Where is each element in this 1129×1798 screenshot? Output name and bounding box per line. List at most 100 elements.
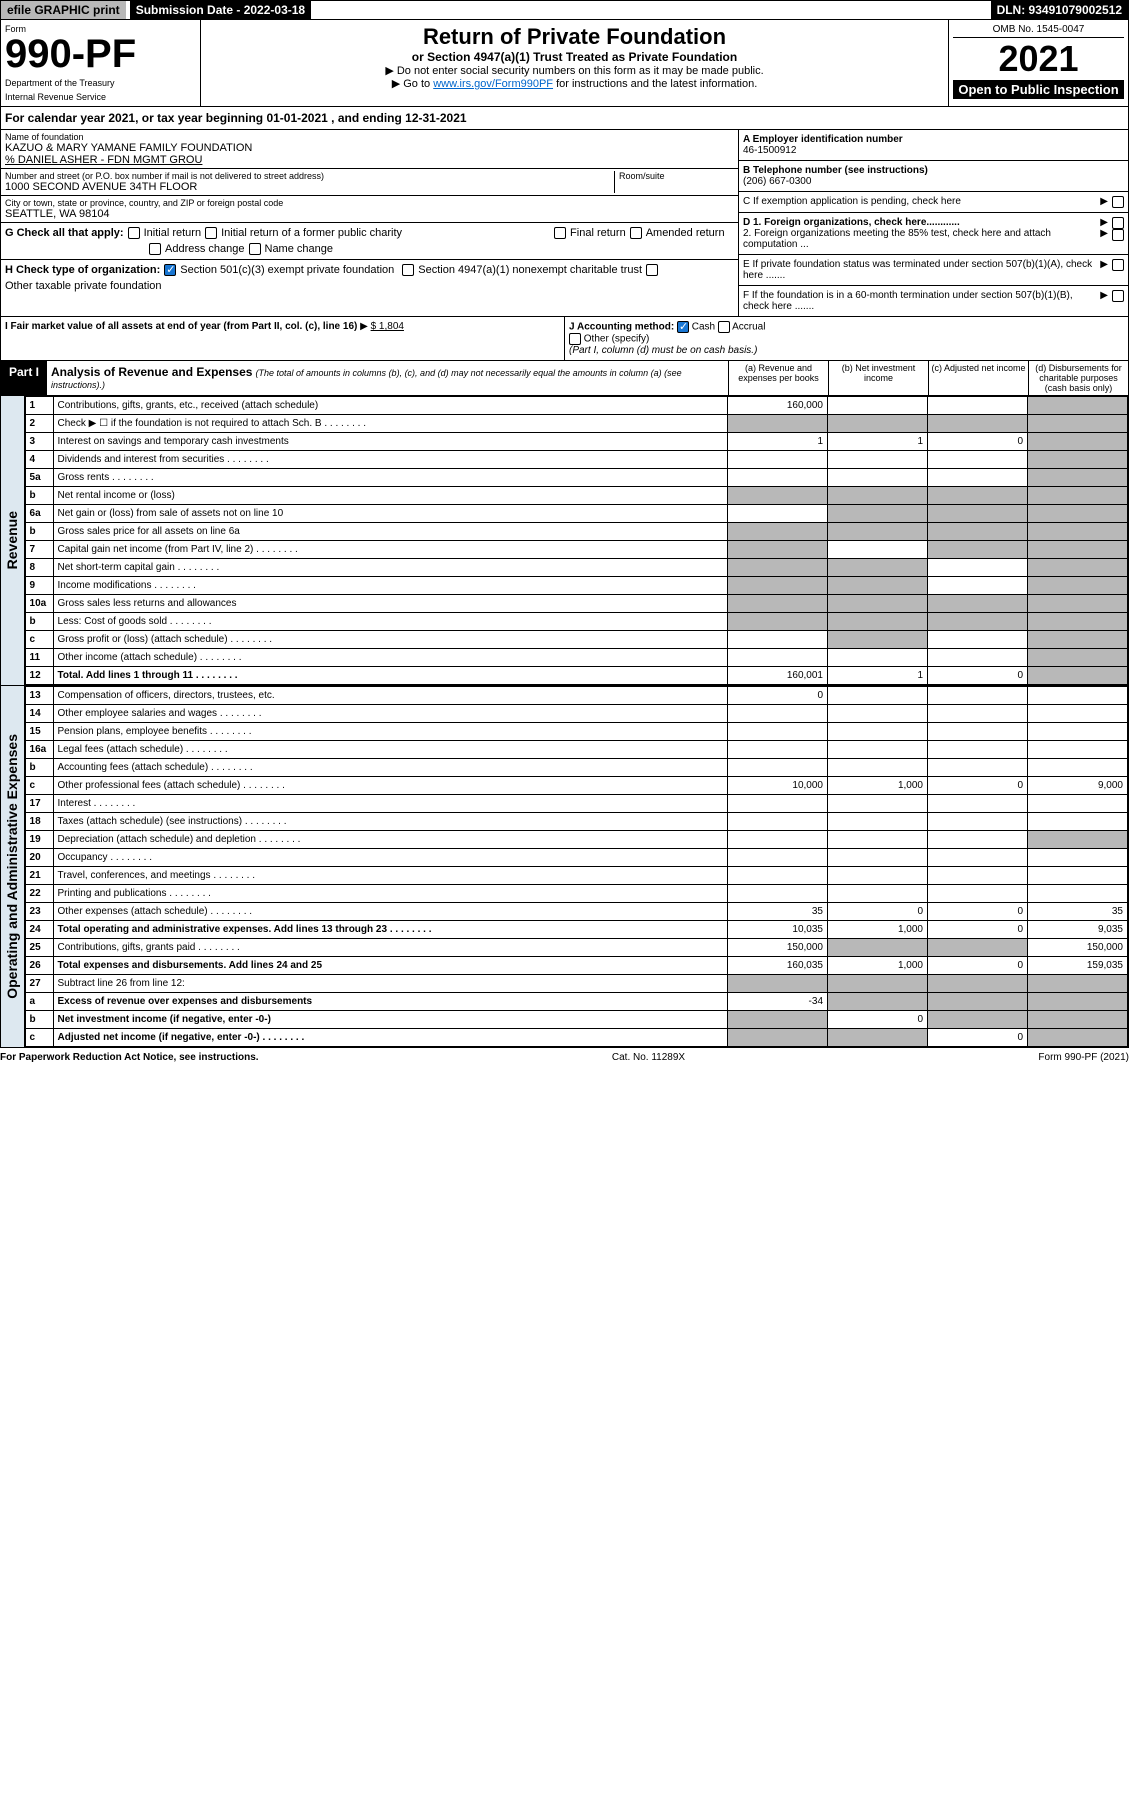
cell-b: 1,000 [828, 957, 928, 975]
cell-a [728, 541, 828, 559]
checkbox-address-change[interactable] [149, 243, 161, 255]
checkbox-final-return[interactable] [554, 227, 566, 239]
cell-d [1028, 451, 1128, 469]
row-number: 17 [25, 795, 53, 813]
table-row: cAdjusted net income (if negative, enter… [25, 1029, 1127, 1047]
arrow-icon: ▶ [1096, 290, 1112, 312]
row-number: b [25, 523, 53, 541]
row-number: 11 [25, 649, 53, 667]
row-desc: Gross sales price for all assets on line… [53, 523, 727, 541]
cell-a [728, 469, 828, 487]
table-row: 3Interest on savings and temporary cash … [25, 433, 1127, 451]
cell-b [828, 415, 928, 433]
cell-d [1028, 687, 1128, 705]
row-number: 24 [25, 921, 53, 939]
row-number: b [25, 613, 53, 631]
table-row: 24Total operating and administrative exp… [25, 921, 1127, 939]
cell-c: 0 [928, 957, 1028, 975]
cell-b: 0 [828, 1011, 928, 1029]
cell-d [1028, 487, 1128, 505]
i-val: $ 1,804 [371, 321, 404, 332]
row-desc: Gross rents . . . . . . . . [53, 469, 727, 487]
cell-c [928, 415, 1028, 433]
checkbox-e[interactable] [1112, 259, 1124, 271]
row-number: 9 [25, 577, 53, 595]
box-c: C If exemption application is pending, c… [743, 196, 1096, 208]
paperwork-notice: For Paperwork Reduction Act Notice, see … [0, 1052, 259, 1063]
form-ref: Form 990-PF (2021) [1038, 1052, 1129, 1063]
checkbox-amended[interactable] [630, 227, 642, 239]
cell-a [728, 795, 828, 813]
cat-no: Cat. No. 11289X [259, 1052, 1039, 1063]
cell-a: 160,001 [728, 667, 828, 685]
checkbox-4947[interactable] [402, 264, 414, 276]
cell-a [728, 487, 828, 505]
row-desc: Less: Cost of goods sold . . . . . . . . [53, 613, 727, 631]
cell-d [1028, 975, 1128, 993]
expenses-section: Operating and Administrative Expenses 13… [0, 686, 1129, 1048]
row-desc: Gross sales less returns and allowances [53, 595, 727, 613]
table-row: 7Capital gain net income (from Part IV, … [25, 541, 1127, 559]
table-row: 4Dividends and interest from securities … [25, 451, 1127, 469]
cell-c [928, 705, 1028, 723]
room-label: Room/suite [619, 171, 734, 181]
phone-label: B Telephone number (see instructions) [743, 165, 928, 176]
checkbox-d1[interactable] [1112, 217, 1124, 229]
row-number: 8 [25, 559, 53, 577]
cell-b [828, 451, 928, 469]
cell-d [1028, 993, 1128, 1011]
cell-d [1028, 541, 1128, 559]
cell-a [728, 595, 828, 613]
table-row: 26Total expenses and disbursements. Add … [25, 957, 1127, 975]
checkbox-name-change[interactable] [249, 243, 261, 255]
row-number: 20 [25, 849, 53, 867]
table-row: 2Check ▶ ☐ if the foundation is not requ… [25, 415, 1127, 433]
checkbox-other-method[interactable] [569, 333, 581, 345]
expenses-table: 13Compensation of officers, directors, t… [25, 686, 1128, 1047]
checkbox-501c3[interactable] [164, 264, 176, 276]
row-desc: Gross profit or (loss) (attach schedule)… [53, 631, 727, 649]
cell-b [828, 993, 928, 1011]
row-number: c [25, 631, 53, 649]
checkbox-initial-public[interactable] [205, 227, 217, 239]
cell-b [828, 505, 928, 523]
cell-c [928, 451, 1028, 469]
checkbox-accrual[interactable] [718, 321, 730, 333]
row-desc: Other professional fees (attach schedule… [53, 777, 727, 795]
checkbox-c[interactable] [1112, 196, 1124, 208]
checkbox-d2[interactable] [1112, 229, 1124, 241]
cell-b [828, 831, 928, 849]
cell-d: 9,035 [1028, 921, 1128, 939]
cell-a [728, 559, 828, 577]
cell-a: -34 [728, 993, 828, 1011]
phone-val: (206) 667-0300 [743, 176, 811, 187]
cell-b [828, 577, 928, 595]
form-link[interactable]: www.irs.gov/Form990PF [433, 78, 553, 90]
part1-header: Part I Analysis of Revenue and Expenses … [0, 361, 1129, 396]
cell-d [1028, 523, 1128, 541]
cell-b [828, 649, 928, 667]
checkbox-f[interactable] [1112, 290, 1124, 302]
efile-print-button[interactable]: efile GRAPHIC print [1, 1, 126, 19]
row-desc: Contributions, gifts, grants paid . . . … [53, 939, 727, 957]
cell-d: 9,000 [1028, 777, 1128, 795]
cell-b: 1,000 [828, 921, 928, 939]
cell-c [928, 1011, 1028, 1029]
row-number: b [25, 487, 53, 505]
cell-a [728, 813, 828, 831]
row-number: 23 [25, 903, 53, 921]
cell-c: 0 [928, 777, 1028, 795]
cell-a [728, 885, 828, 903]
cell-d [1028, 469, 1128, 487]
cell-c [928, 741, 1028, 759]
cell-a [728, 975, 828, 993]
cell-d [1028, 849, 1128, 867]
checkbox-cash[interactable] [677, 321, 689, 333]
cell-c [928, 487, 1028, 505]
cell-b [828, 939, 928, 957]
part1-label: Part I [1, 361, 47, 395]
checkbox-other-taxable[interactable] [646, 264, 658, 276]
calendar-year-row: For calendar year 2021, or tax year begi… [0, 107, 1129, 130]
checkbox-initial-return[interactable] [128, 227, 140, 239]
open-inspection: Open to Public Inspection [953, 80, 1124, 99]
